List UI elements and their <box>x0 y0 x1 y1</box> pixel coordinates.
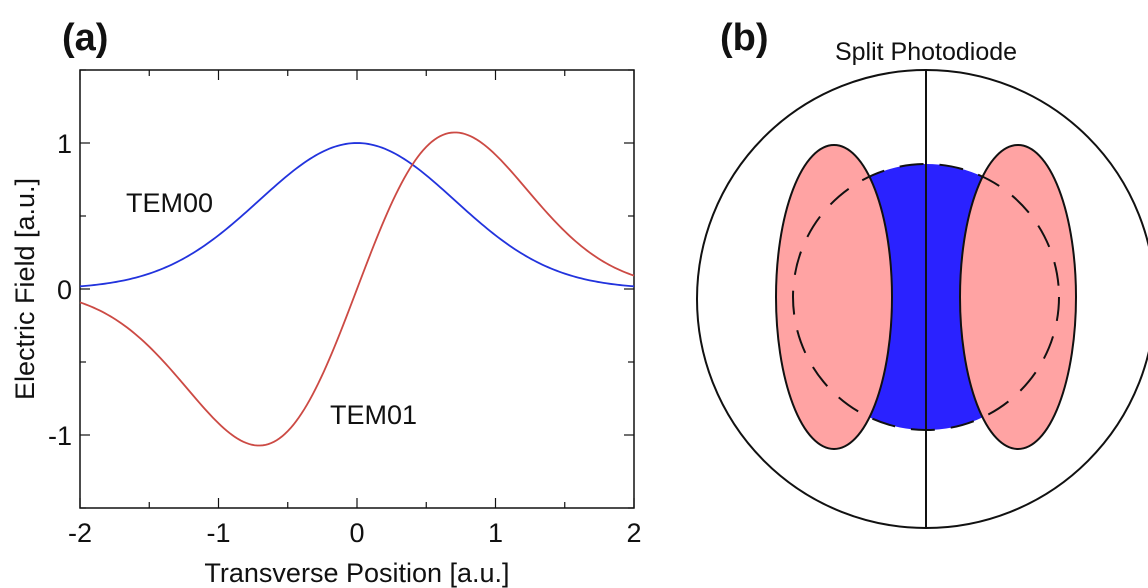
photodiode-title: Split Photodiode <box>835 38 1017 66</box>
tem01-lobe-right <box>959 144 1077 450</box>
x-tick-label: 1 <box>488 518 503 548</box>
y-tick-label: 1 <box>57 129 72 159</box>
y-tick-label: -1 <box>48 421 72 451</box>
tem01-lobe-left <box>775 144 893 450</box>
panel-a-label: (a) <box>62 17 108 59</box>
series-tem00-line <box>79 142 635 288</box>
y-axis-label: Electric Field [a.u.] <box>10 178 40 400</box>
panel-b-label: (b) <box>720 17 769 59</box>
x-tick-label: -1 <box>206 518 230 548</box>
x-tick-label: 2 <box>626 518 641 548</box>
panel-b: (b) Split Photodiode <box>696 17 1148 529</box>
annotation-tem01: TEM01 <box>330 400 417 430</box>
panel-a: (a) -2 -1 0 1 2 -1 0 1 TEM00 TEM01 Transverse P… <box>10 17 642 588</box>
x-axis-label: Transverse Position [a.u.] <box>204 558 509 588</box>
x-tick-label: -2 <box>68 518 92 548</box>
y-tick-label: 0 <box>57 275 72 305</box>
tick-labels: -2 -1 0 1 2 -1 0 1 <box>48 129 642 548</box>
annotation-tem00: TEM00 <box>126 188 213 218</box>
x-tick-label: 0 <box>349 518 364 548</box>
axis-ticks <box>79 69 635 509</box>
series-tem01-line <box>79 131 635 447</box>
